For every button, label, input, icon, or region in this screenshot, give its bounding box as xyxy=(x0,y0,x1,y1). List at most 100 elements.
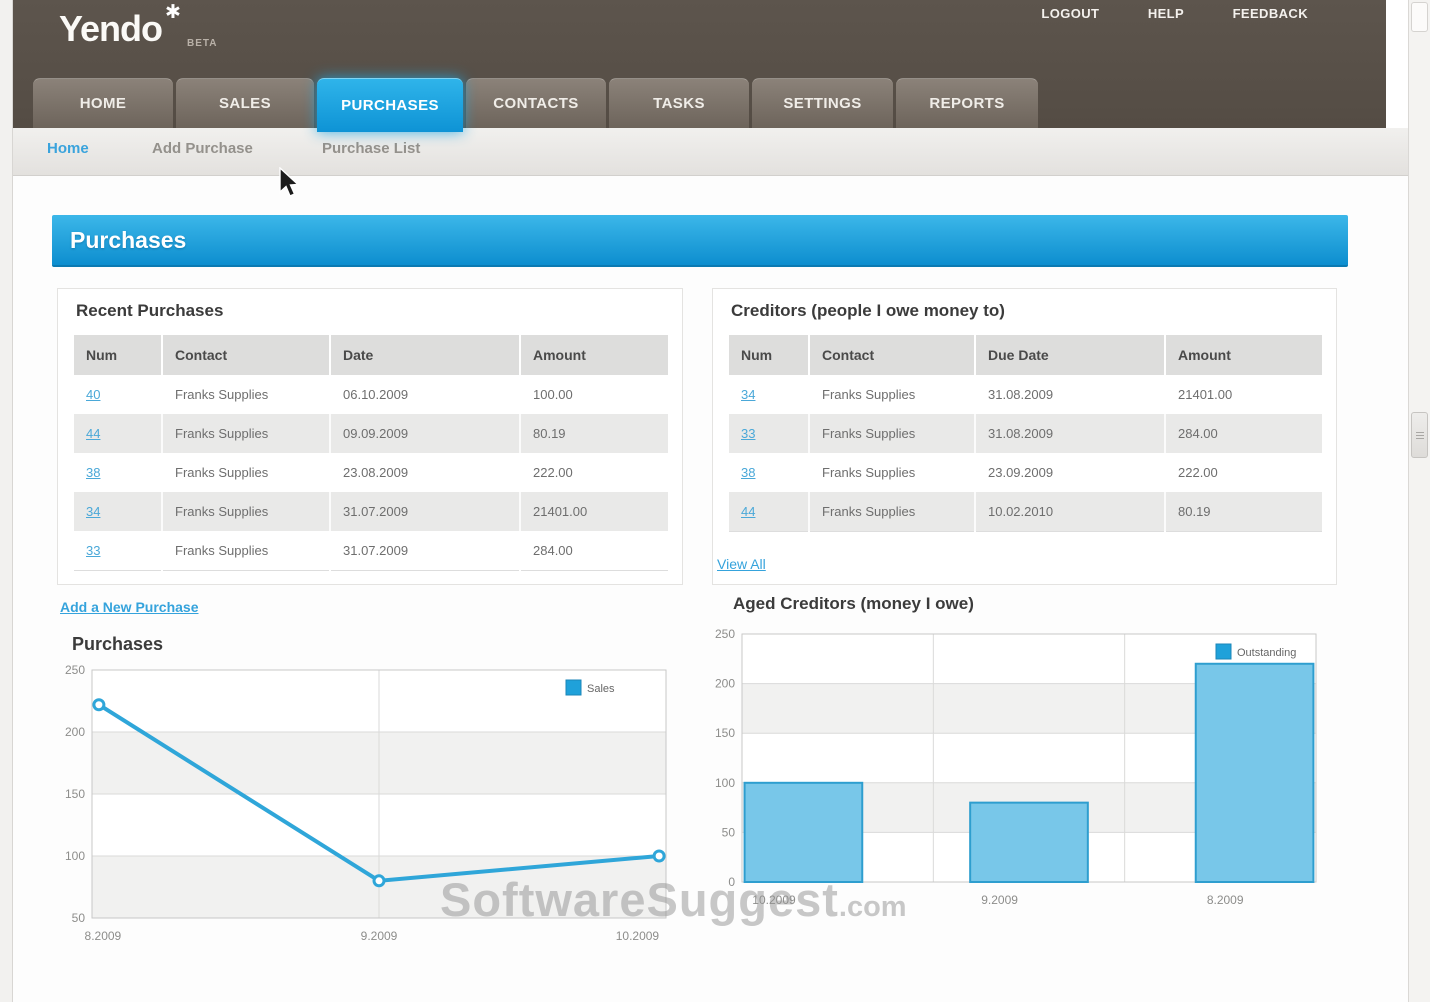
aged-creditors-chart: 25020015010050010.20099.20098.2009Outsta… xyxy=(706,626,1326,918)
cell-contact: Franks Supplies xyxy=(809,453,975,492)
purchase-num-link[interactable]: 34 xyxy=(86,504,100,519)
cell-contact: Franks Supplies xyxy=(162,453,330,492)
purchase-num-link[interactable]: 40 xyxy=(86,387,100,402)
beta-badge: BETA xyxy=(187,38,217,49)
cell-due-date: 31.08.2009 xyxy=(975,375,1165,414)
table-row: 44 Franks Supplies 09.09.2009 80.19 xyxy=(74,414,668,453)
column-header: Date xyxy=(330,335,520,375)
table-header-row: Num Contact Due Date Amount xyxy=(729,335,1322,375)
recent-purchases-title: Recent Purchases xyxy=(76,301,223,321)
aged-creditors-chart-container: 25020015010050010.20099.20098.2009Outsta… xyxy=(706,626,1326,923)
cell-date: 31.07.2009 xyxy=(330,531,520,570)
column-header: Contact xyxy=(809,335,975,375)
purchase-num-link[interactable]: 38 xyxy=(86,465,100,480)
svg-text:8.2009: 8.2009 xyxy=(1207,893,1244,907)
cell-contact: Franks Supplies xyxy=(809,414,975,453)
table-row: 33 Franks Supplies 31.08.2009 284.00 xyxy=(729,414,1322,453)
svg-text:10.2009: 10.2009 xyxy=(752,893,796,907)
topbar-links: LOGOUT HELP FEEDBACK xyxy=(997,5,1308,23)
cell-date: 09.09.2009 xyxy=(330,414,520,453)
cell-date: 23.08.2009 xyxy=(330,453,520,492)
cell-contact: Franks Supplies xyxy=(809,492,975,531)
column-header: Amount xyxy=(520,335,668,375)
svg-text:200: 200 xyxy=(715,677,735,691)
cell-amount: 222.00 xyxy=(520,453,668,492)
svg-text:150: 150 xyxy=(715,726,735,740)
cell-amount: 80.19 xyxy=(1165,492,1322,531)
svg-text:9.2009: 9.2009 xyxy=(361,929,398,943)
subnav-item-add-purchase[interactable]: Add Purchase xyxy=(152,140,253,157)
column-header: Due Date xyxy=(975,335,1165,375)
cell-amount: 21401.00 xyxy=(1165,375,1322,414)
svg-text:200: 200 xyxy=(65,725,85,739)
tab-settings[interactable]: SETTINGS xyxy=(752,78,893,128)
tab-sales[interactable]: SALES xyxy=(176,78,314,128)
cell-contact: Franks Supplies xyxy=(162,492,330,531)
column-header: Amount xyxy=(1165,335,1322,375)
svg-text:0: 0 xyxy=(728,875,735,889)
table-row: 34 Franks Supplies 31.08.2009 21401.00 xyxy=(729,375,1322,414)
column-header: Num xyxy=(729,335,809,375)
feedback-link[interactable]: FEEDBACK xyxy=(1233,6,1308,21)
svg-text:250: 250 xyxy=(715,627,735,641)
brand-name: Yendo xyxy=(59,8,162,49)
table-row: 38 Franks Supplies 23.08.2009 222.00 xyxy=(74,453,668,492)
subnav-item-home[interactable]: Home xyxy=(47,140,89,157)
creditor-num-link[interactable]: 34 xyxy=(741,387,755,402)
view-all-link[interactable]: View All xyxy=(717,556,766,572)
column-header: Num xyxy=(74,335,162,375)
header-bar: Yendo ✱ BETA LOGOUT HELP FEEDBACK HOME S… xyxy=(13,0,1386,128)
purchase-num-link[interactable]: 33 xyxy=(86,543,100,558)
vertical-scrollbar[interactable] xyxy=(1408,0,1430,1002)
logout-link[interactable]: LOGOUT xyxy=(1041,6,1099,21)
cell-amount: 284.00 xyxy=(520,531,668,570)
svg-text:50: 50 xyxy=(722,825,736,839)
app-window: Yendo ✱ BETA LOGOUT HELP FEEDBACK HOME S… xyxy=(0,0,1430,1002)
table-header-row: Num Contact Date Amount xyxy=(74,335,668,375)
svg-text:100: 100 xyxy=(65,849,85,863)
add-new-purchase-link[interactable]: Add a New Purchase xyxy=(60,599,199,615)
page-title: Purchases xyxy=(70,227,186,254)
svg-text:100: 100 xyxy=(715,776,735,790)
purchases-chart: 250200150100508.20099.200910.2009Sales xyxy=(56,662,676,954)
help-link[interactable]: HELP xyxy=(1148,6,1184,21)
cell-date: 31.07.2009 xyxy=(330,492,520,531)
tab-tasks[interactable]: TASKS xyxy=(609,78,749,128)
scroll-up-button[interactable] xyxy=(1411,2,1428,32)
cell-amount: 80.19 xyxy=(520,414,668,453)
svg-text:150: 150 xyxy=(65,787,85,801)
creditor-num-link[interactable]: 38 xyxy=(741,465,755,480)
recent-purchases-panel: Recent Purchases Num Contact Date Amount… xyxy=(57,288,683,585)
table-row: 40 Franks Supplies 06.10.2009 100.00 xyxy=(74,375,668,414)
aged-creditors-chart-title: Aged Creditors (money I owe) xyxy=(733,594,974,614)
svg-text:10.2009: 10.2009 xyxy=(616,929,660,943)
sub-nav: Home Add Purchase Purchase List xyxy=(13,128,1408,176)
subnav-item-purchase-list[interactable]: Purchase List xyxy=(322,140,420,157)
creditor-num-link[interactable]: 44 xyxy=(741,504,755,519)
cell-due-date: 10.02.2010 xyxy=(975,492,1165,531)
svg-text:50: 50 xyxy=(72,911,86,925)
cell-due-date: 23.09.2009 xyxy=(975,453,1165,492)
scrollbar-thumb[interactable] xyxy=(1411,412,1428,458)
creditor-num-link[interactable]: 33 xyxy=(741,426,755,441)
svg-text:Outstanding: Outstanding xyxy=(1237,647,1296,659)
cell-amount: 21401.00 xyxy=(520,492,668,531)
window-left-edge xyxy=(0,0,13,1002)
table-row: 38 Franks Supplies 23.09.2009 222.00 xyxy=(729,453,1322,492)
recent-purchases-table: Num Contact Date Amount 40 Franks Suppli… xyxy=(74,335,668,571)
purchase-num-link[interactable]: 44 xyxy=(86,426,100,441)
cell-amount: 100.00 xyxy=(520,375,668,414)
page-banner: Purchases xyxy=(52,215,1348,267)
column-header: Contact xyxy=(162,335,330,375)
tab-reports[interactable]: REPORTS xyxy=(896,78,1038,128)
cell-contact: Franks Supplies xyxy=(162,531,330,570)
main-nav: HOME SALES PURCHASES CONTACTS TASKS SETT… xyxy=(33,78,1038,128)
purchases-chart-container: 250200150100508.20099.200910.2009Sales xyxy=(56,662,676,959)
tab-purchases[interactable]: PURCHASES xyxy=(317,78,463,132)
tab-contacts[interactable]: CONTACTS xyxy=(466,78,606,128)
cell-contact: Franks Supplies xyxy=(162,414,330,453)
creditors-title: Creditors (people I owe money to) xyxy=(731,301,1005,321)
cell-date: 06.10.2009 xyxy=(330,375,520,414)
tab-home[interactable]: HOME xyxy=(33,78,173,128)
purchases-chart-title: Purchases xyxy=(72,634,163,655)
